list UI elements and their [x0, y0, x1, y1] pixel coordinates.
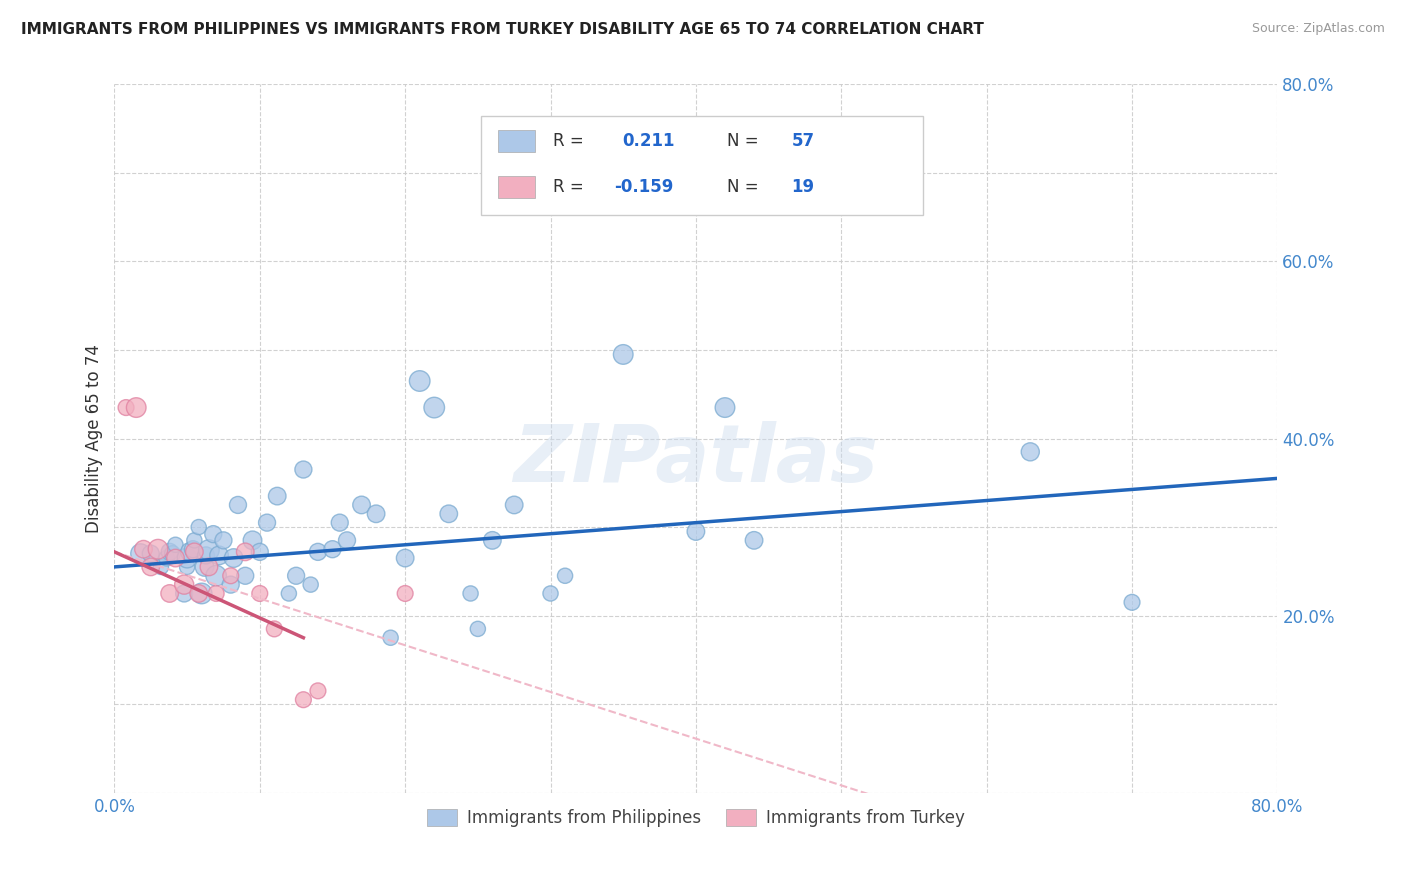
Point: [249, 586, 271, 600]
Point: [263, 622, 285, 636]
Point: [299, 577, 322, 591]
Legend: Immigrants from Philippines, Immigrants from Turkey: Immigrants from Philippines, Immigrants …: [420, 803, 972, 834]
Point: [742, 533, 765, 548]
Point: [193, 560, 215, 574]
Point: [129, 547, 152, 561]
Point: [394, 586, 416, 600]
Point: [115, 401, 138, 415]
FancyBboxPatch shape: [498, 129, 536, 153]
Point: [159, 545, 181, 559]
Point: [292, 692, 315, 706]
Text: 57: 57: [792, 132, 814, 150]
Point: [481, 533, 503, 548]
Point: [173, 577, 195, 591]
Point: [187, 520, 209, 534]
Text: N =: N =: [727, 132, 759, 150]
Text: IMMIGRANTS FROM PHILIPPINES VS IMMIGRANTS FROM TURKEY DISABILITY AGE 65 TO 74 CO: IMMIGRANTS FROM PHILIPPINES VS IMMIGRANT…: [21, 22, 984, 37]
Point: [183, 533, 205, 548]
Point: [146, 542, 169, 557]
Point: [540, 586, 562, 600]
Text: ZIPatlas: ZIPatlas: [513, 421, 879, 499]
Point: [187, 586, 209, 600]
Point: [380, 631, 402, 645]
Point: [176, 560, 198, 574]
Point: [219, 577, 242, 591]
Point: [292, 462, 315, 476]
Y-axis label: Disability Age 65 to 74: Disability Age 65 to 74: [86, 344, 103, 533]
Point: [423, 401, 446, 415]
Point: [156, 551, 179, 566]
Point: [612, 347, 634, 361]
Point: [437, 507, 460, 521]
Point: [1121, 595, 1143, 609]
FancyBboxPatch shape: [498, 176, 536, 198]
Text: 0.211: 0.211: [623, 132, 675, 150]
Point: [226, 498, 249, 512]
Point: [195, 549, 218, 563]
Point: [285, 568, 308, 582]
Point: [202, 527, 225, 541]
Point: [176, 551, 198, 566]
Point: [503, 498, 526, 512]
Point: [208, 549, 231, 563]
Point: [190, 586, 212, 600]
Point: [321, 542, 343, 557]
Point: [685, 524, 707, 539]
Text: Source: ZipAtlas.com: Source: ZipAtlas.com: [1251, 22, 1385, 36]
Point: [350, 498, 373, 512]
Point: [467, 622, 489, 636]
Point: [159, 586, 181, 600]
Point: [139, 560, 162, 574]
Point: [132, 542, 155, 557]
Point: [329, 516, 352, 530]
Point: [219, 568, 242, 582]
Point: [1019, 445, 1042, 459]
Point: [409, 374, 432, 388]
Point: [222, 551, 245, 566]
Text: R =: R =: [553, 178, 583, 196]
Point: [460, 586, 482, 600]
Text: N =: N =: [727, 178, 759, 196]
Point: [162, 547, 184, 561]
FancyBboxPatch shape: [481, 116, 922, 216]
Point: [336, 533, 359, 548]
Text: R =: R =: [553, 132, 583, 150]
Point: [212, 533, 235, 548]
Point: [233, 545, 256, 559]
Point: [198, 560, 221, 574]
Point: [198, 543, 221, 558]
Point: [149, 560, 172, 574]
Point: [266, 489, 288, 503]
Point: [125, 401, 148, 415]
Point: [173, 586, 195, 600]
Point: [205, 568, 228, 582]
Point: [307, 545, 329, 559]
Point: [714, 401, 737, 415]
Point: [242, 533, 264, 548]
Text: -0.159: -0.159: [614, 178, 673, 196]
Point: [394, 551, 416, 566]
Point: [165, 551, 187, 566]
Point: [165, 538, 187, 552]
Point: [277, 586, 299, 600]
Point: [256, 516, 278, 530]
Point: [364, 507, 387, 521]
Point: [183, 545, 205, 559]
Point: [139, 547, 162, 561]
Point: [181, 542, 204, 557]
Point: [249, 545, 271, 559]
Point: [307, 683, 329, 698]
Point: [554, 568, 576, 582]
Point: [179, 545, 201, 559]
Point: [205, 586, 228, 600]
Text: 19: 19: [792, 178, 814, 196]
Point: [233, 568, 256, 582]
